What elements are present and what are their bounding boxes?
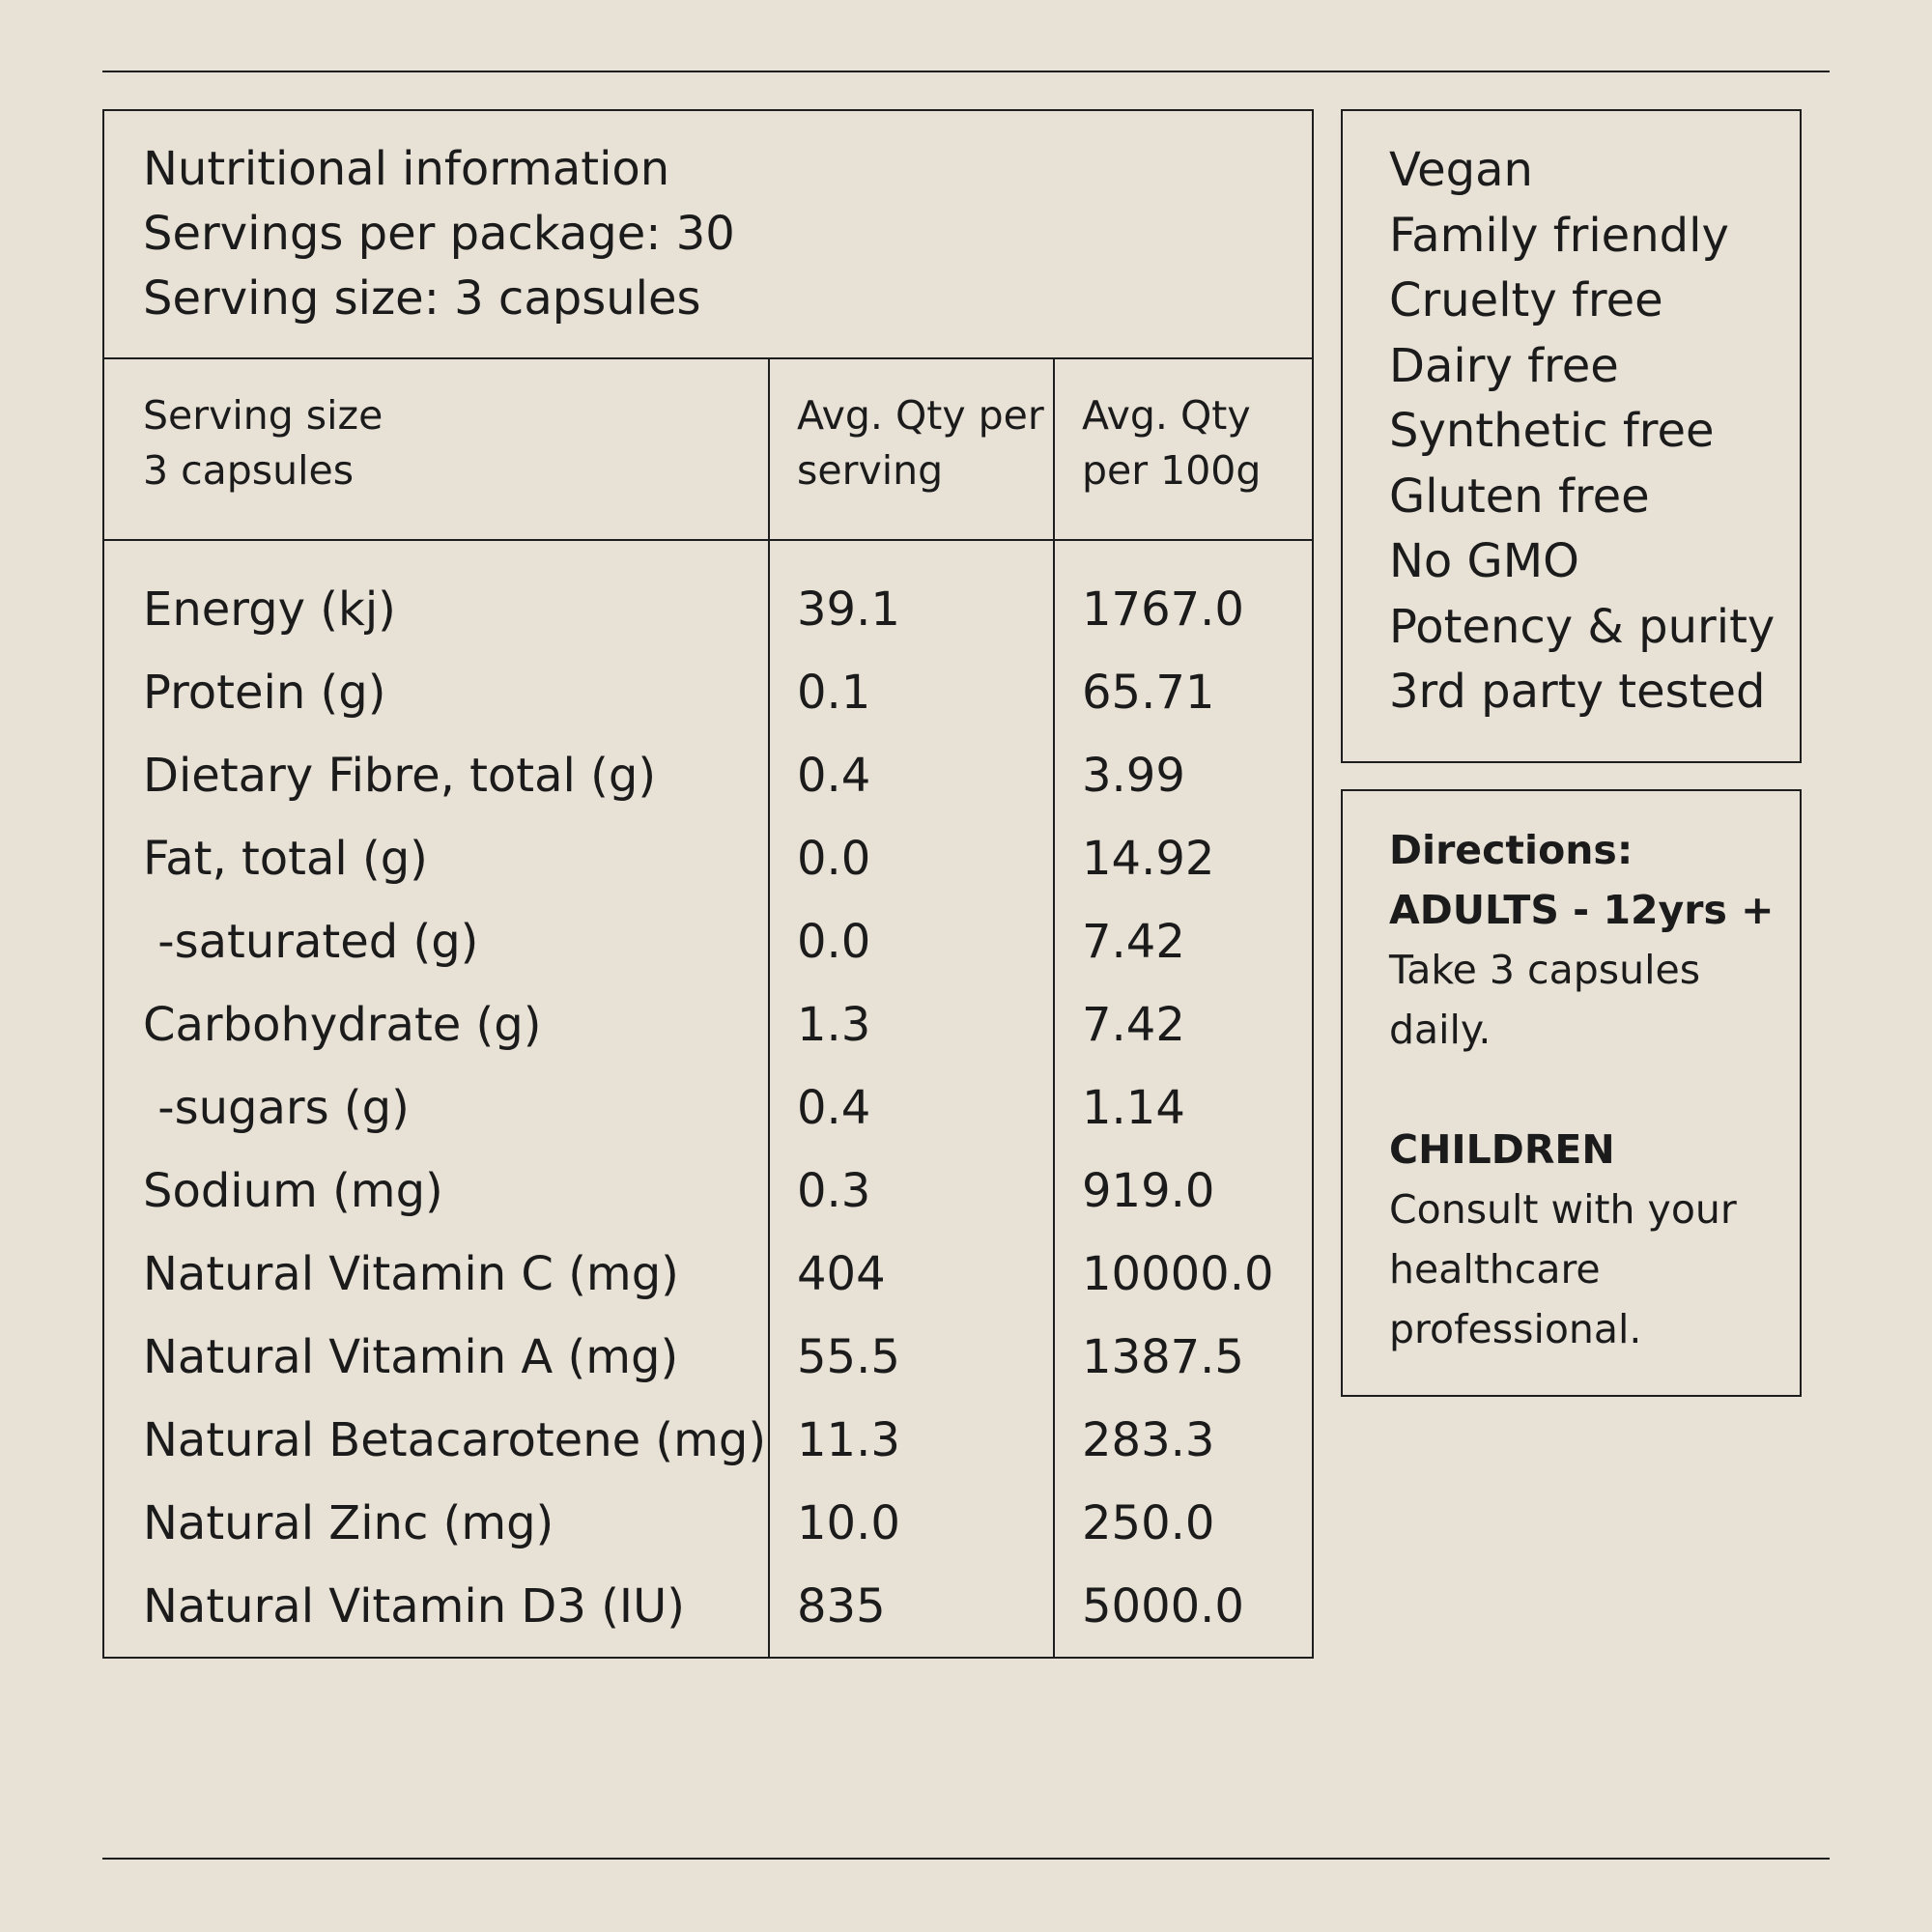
adults-instruction: daily. bbox=[1389, 1007, 1492, 1053]
column-divider bbox=[1053, 359, 1055, 1657]
qty-per-serving: 835 bbox=[797, 1579, 886, 1634]
qty-per-100g: 919.0 bbox=[1082, 1164, 1215, 1218]
table-row: Dietary Fibre, total (g) 0.4 3.99 bbox=[104, 734, 1312, 817]
servings-per-package: Servings per package: 30 bbox=[143, 207, 735, 261]
nutrient-name: Carbohydrate (g) bbox=[143, 998, 542, 1052]
nutrient-name: Fat, total (g) bbox=[143, 832, 428, 886]
nutrient-name: -saturated (g) bbox=[143, 915, 479, 969]
table-row: Natural Betacarotene (mg) 11.3 283.3 bbox=[104, 1399, 1312, 1482]
qty-per-100g: 283.3 bbox=[1082, 1413, 1215, 1467]
list-item: Vegan bbox=[1389, 143, 1533, 197]
table-row: Natural Zinc (mg) 10.0 250.0 bbox=[104, 1482, 1312, 1565]
qty-per-serving: 0.3 bbox=[797, 1164, 871, 1218]
nutrient-name: Natural Vitamin D3 (IU) bbox=[143, 1579, 685, 1634]
adults-instruction: Take 3 capsules bbox=[1389, 947, 1701, 993]
qty-per-serving: 0.4 bbox=[797, 749, 871, 803]
qty-per-serving: 0.1 bbox=[797, 666, 871, 720]
qty-per-serving: 0.4 bbox=[797, 1081, 871, 1135]
spacer bbox=[1389, 1060, 1775, 1120]
qty-per-serving: 1.3 bbox=[797, 998, 871, 1052]
qty-per-100g: 1387.5 bbox=[1082, 1330, 1244, 1384]
qty-per-serving: 404 bbox=[797, 1247, 886, 1301]
column-header-text: 3 capsules bbox=[143, 447, 355, 494]
table-row: Natural Vitamin D3 (IU) 835 5000.0 bbox=[104, 1565, 1312, 1648]
list-item: 3rd party tested bbox=[1389, 665, 1766, 719]
table-row: Energy (kj) 39.1 1767.0 bbox=[104, 568, 1312, 651]
serving-size: Serving size: 3 capsules bbox=[143, 271, 701, 326]
column-header-per-serving: Avg. Qty per serving bbox=[797, 388, 1044, 498]
qty-per-100g: 7.42 bbox=[1082, 915, 1185, 969]
list-item: No GMO bbox=[1389, 534, 1579, 588]
list-item: Dairy free bbox=[1389, 338, 1619, 393]
children-instruction: healthcare bbox=[1389, 1246, 1601, 1293]
bottom-divider bbox=[102, 1858, 1830, 1860]
children-heading: CHILDREN bbox=[1389, 1126, 1615, 1173]
qty-per-100g: 250.0 bbox=[1082, 1496, 1215, 1550]
column-divider bbox=[768, 359, 770, 1657]
qty-per-100g: 65.71 bbox=[1082, 666, 1215, 720]
nutrition-panel: Nutritional information Servings per pac… bbox=[102, 109, 1314, 1659]
nutrient-name: Energy (kj) bbox=[143, 582, 396, 637]
qty-per-100g: 1.14 bbox=[1082, 1081, 1185, 1135]
qty-per-serving: 39.1 bbox=[797, 582, 900, 637]
column-header-row: Serving size 3 capsules Avg. Qty per ser… bbox=[104, 359, 1312, 541]
table-row: Fat, total (g) 0.0 14.92 bbox=[104, 817, 1312, 900]
qty-per-100g: 5000.0 bbox=[1082, 1579, 1244, 1634]
column-header-per-100g: Avg. Qty per 100g bbox=[1082, 388, 1261, 498]
list-item: Family friendly bbox=[1389, 208, 1729, 263]
nutrient-name: Protein (g) bbox=[143, 666, 386, 720]
children-instruction: professional. bbox=[1389, 1306, 1642, 1352]
qty-per-100g: 10000.0 bbox=[1082, 1247, 1274, 1301]
table-row: -sugars (g) 0.4 1.14 bbox=[104, 1066, 1312, 1150]
nutrient-name: Dietary Fibre, total (g) bbox=[143, 749, 657, 803]
directions-heading: Directions: bbox=[1389, 827, 1634, 873]
nutrient-name: Natural Betacarotene (mg) bbox=[143, 1413, 767, 1467]
table-row: Natural Vitamin C (mg) 404 10000.0 bbox=[104, 1233, 1312, 1316]
list-item: Synthetic free bbox=[1389, 404, 1715, 458]
directions-content: Directions: ADULTS - 12yrs + Take 3 caps… bbox=[1389, 820, 1775, 1359]
nutrient-name: Sodium (mg) bbox=[143, 1164, 443, 1218]
column-header-text: Serving size bbox=[143, 392, 384, 439]
claims-list: Vegan Family friendly Cruelty free Dairy… bbox=[1389, 138, 1775, 725]
nutrient-name: Natural Vitamin A (mg) bbox=[143, 1330, 679, 1384]
nutrition-header: Nutritional information Servings per pac… bbox=[104, 111, 1312, 359]
qty-per-serving: 0.0 bbox=[797, 915, 871, 969]
table-row: -saturated (g) 0.0 7.42 bbox=[104, 900, 1312, 983]
claims-panel: Vegan Family friendly Cruelty free Dairy… bbox=[1341, 109, 1802, 763]
qty-per-100g: 3.99 bbox=[1082, 749, 1185, 803]
qty-per-serving: 11.3 bbox=[797, 1413, 900, 1467]
qty-per-serving: 55.5 bbox=[797, 1330, 900, 1384]
directions-panel: Directions: ADULTS - 12yrs + Take 3 caps… bbox=[1341, 789, 1802, 1397]
qty-per-serving: 0.0 bbox=[797, 832, 871, 886]
qty-per-serving: 10.0 bbox=[797, 1496, 900, 1550]
column-header-serving-size: Serving size 3 capsules bbox=[143, 388, 383, 498]
column-header-text: Avg. Qty bbox=[1082, 392, 1251, 439]
table-row: Sodium (mg) 0.3 919.0 bbox=[104, 1150, 1312, 1233]
qty-per-100g: 7.42 bbox=[1082, 998, 1185, 1052]
list-item: Gluten free bbox=[1389, 469, 1650, 524]
column-header-text: per 100g bbox=[1082, 447, 1262, 494]
nutrient-name: -sugars (g) bbox=[143, 1081, 410, 1135]
column-header-text: serving bbox=[797, 447, 944, 494]
table-row: Protein (g) 0.1 65.71 bbox=[104, 651, 1312, 734]
list-item: Cruelty free bbox=[1389, 273, 1663, 327]
table-row: Natural Vitamin A (mg) 55.5 1387.5 bbox=[104, 1316, 1312, 1399]
nutrient-name: Natural Zinc (mg) bbox=[143, 1496, 554, 1550]
nutrition-title: Nutritional information bbox=[143, 142, 670, 196]
qty-per-100g: 14.92 bbox=[1082, 832, 1215, 886]
adults-heading: ADULTS - 12yrs + bbox=[1389, 887, 1775, 933]
children-instruction: Consult with your bbox=[1389, 1186, 1737, 1233]
qty-per-100g: 1767.0 bbox=[1082, 582, 1244, 637]
list-item: Potency & purity bbox=[1389, 599, 1776, 654]
column-header-text: Avg. Qty per bbox=[797, 392, 1044, 439]
nutrient-name: Natural Vitamin C (mg) bbox=[143, 1247, 679, 1301]
table-row: Carbohydrate (g) 1.3 7.42 bbox=[104, 983, 1312, 1066]
top-divider bbox=[102, 71, 1830, 72]
